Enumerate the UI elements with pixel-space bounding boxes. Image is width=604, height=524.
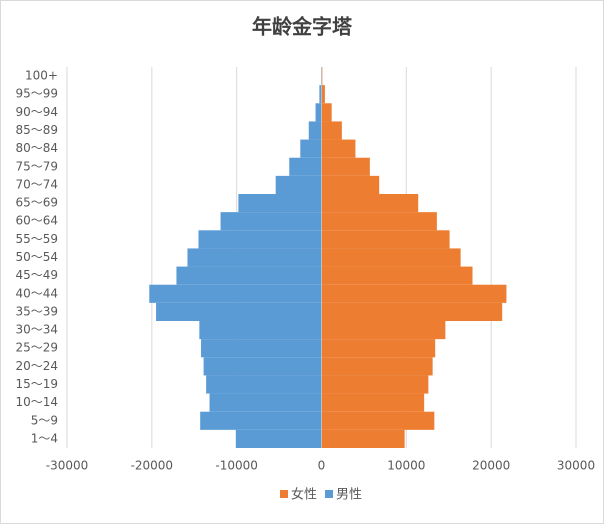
bar [319,85,322,104]
bar [321,429,405,448]
y-tick-label: 90～94 [15,105,58,119]
bar [321,284,507,303]
y-tick-label: 50～54 [15,250,58,264]
bar [321,230,450,249]
bar [198,230,322,249]
y-tick-label: 45～49 [15,268,58,282]
y-tick-label: 35～39 [15,304,58,318]
bar [176,266,322,285]
bar [321,121,342,140]
y-tick-label: 25～29 [15,341,58,355]
bar [187,248,322,267]
bar [321,393,425,412]
x-tick-label: 10000 [387,459,425,473]
bar [321,157,370,176]
bar [201,339,322,358]
legend-swatch [325,490,334,498]
y-tick-label: 30～34 [15,323,58,337]
y-tick-label: 10～14 [15,395,58,409]
y-tick-label: 95～99 [15,87,58,101]
bar [238,194,322,213]
bar [321,194,419,213]
bar [156,302,322,321]
y-tick-label: 60～64 [15,214,58,228]
bar [149,284,322,303]
y-tick-label: 75～79 [15,159,58,173]
y-tick-label: 5～9 [31,413,58,427]
x-tick-label: -20000 [131,459,174,473]
x-tick-label: 20000 [472,459,510,473]
bar [200,411,322,430]
y-tick-label: 55～59 [15,232,58,246]
x-tick-label: 30000 [557,459,595,473]
bar [321,175,380,194]
bar [308,121,322,140]
bar [206,375,322,394]
bar [321,266,473,285]
y-tick-label: 80～84 [15,141,58,155]
bar [209,393,322,412]
chart-title: 年龄金字塔 [252,15,353,39]
y-tick-label: 20～24 [15,359,58,373]
bar [300,139,322,158]
bar [321,375,429,394]
x-tick-label: -10000 [215,459,258,473]
y-tick-label: 85～89 [15,123,58,137]
bar [289,157,322,176]
bar [321,357,433,376]
x-tick-label: 0 [318,459,326,473]
bar [199,321,322,340]
bar [220,212,322,231]
bar [321,321,446,340]
bar [275,175,322,194]
x-tick-label: -30000 [46,459,89,473]
bar [321,339,436,358]
bar [203,357,322,376]
y-tick-label: 1～4 [31,431,58,445]
bar [321,212,437,231]
y-tick-label: 40～44 [15,286,58,300]
bar [321,302,503,321]
y-tick-label: 15～19 [15,377,58,391]
y-tick-label: 65～69 [15,196,58,210]
y-tick-label: 100+ [25,69,58,83]
bar [321,85,325,104]
legend-swatch [280,490,288,498]
bar [235,429,322,448]
bar [315,103,322,122]
bar [321,103,332,122]
bar [321,411,435,430]
legend-label: 女性 [291,487,317,503]
bar [321,139,356,158]
y-tick-label: 70～74 [15,177,58,191]
legend-label: 男性 [336,488,362,503]
bar [321,248,461,267]
